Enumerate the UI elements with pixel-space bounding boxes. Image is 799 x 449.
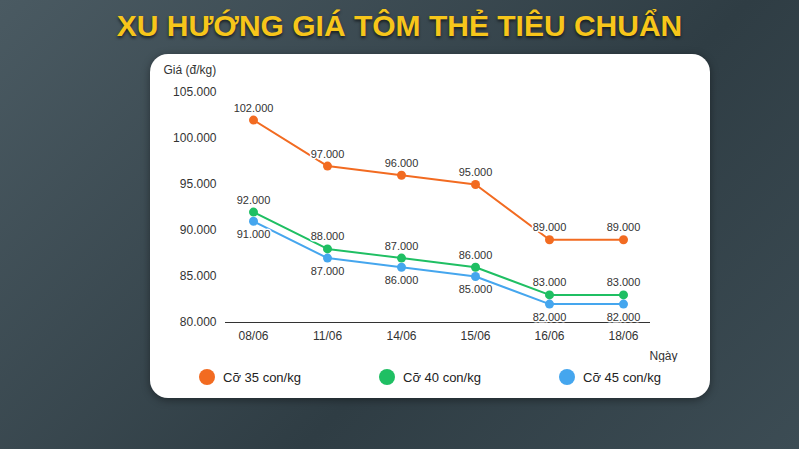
svg-text:87.000: 87.000 (385, 240, 419, 252)
svg-text:85.000: 85.000 (459, 283, 493, 295)
svg-text:92.000: 92.000 (237, 194, 271, 206)
svg-text:83.000: 83.000 (533, 276, 567, 288)
html-text:Cỡ 40 con/kg: Cỡ 40 con/kg (403, 369, 481, 385)
svg-text:90.000: 90.000 (180, 223, 217, 237)
html-text:XU HƯỚNG GIÁ TÔM THẺ TIÊU CHUẨ: XU HƯỚNG GIÁ TÔM THẺ TIÊU CHUẨN (116, 9, 683, 42)
svg-text:86.000: 86.000 (459, 249, 493, 261)
svg-text:96.000: 96.000 (385, 157, 419, 169)
svg-text:97.000: 97.000 (311, 148, 345, 160)
svg-text:89.000: 89.000 (607, 221, 641, 233)
svg-text:86.000: 86.000 (385, 274, 419, 286)
svg-text:11/06: 11/06 (313, 329, 342, 343)
svg-text:102.000: 102.000 (234, 102, 274, 114)
svg-text:95.000: 95.000 (180, 177, 217, 191)
svg-text:95.000: 95.000 (459, 166, 493, 178)
html-text:Cỡ 35 con/kg: Cỡ 35 con/kg (223, 369, 301, 385)
svg-text:87.000: 87.000 (311, 265, 345, 277)
svg-text:105.000: 105.000 (173, 85, 217, 99)
svg-text:89.000: 89.000 (533, 221, 567, 233)
svg-text:100.000: 100.000 (173, 131, 217, 145)
svg-text:14/06: 14/06 (386, 329, 416, 343)
svg-text:Giá (đ/kg): Giá (đ/kg) (164, 63, 217, 77)
html-text:Cỡ 45 con/kg: Cỡ 45 con/kg (583, 369, 661, 385)
svg-text:88.000: 88.000 (311, 230, 345, 242)
svg-text:80.000: 80.000 (180, 315, 217, 329)
svg-text:82.000: 82.000 (533, 311, 567, 323)
svg-text:83.000: 83.000 (607, 276, 641, 288)
svg-text:08/06: 08/06 (238, 329, 268, 343)
svg-text:16/06: 16/06 (534, 329, 564, 343)
svg-text:18/06: 18/06 (608, 329, 638, 343)
svg-text:91.000: 91.000 (237, 228, 271, 240)
svg-text:85.000: 85.000 (180, 269, 217, 283)
svg-text:15/06: 15/06 (460, 329, 490, 343)
svg-text:82.000: 82.000 (607, 311, 641, 323)
svg-text:Ngày: Ngày (649, 349, 677, 363)
